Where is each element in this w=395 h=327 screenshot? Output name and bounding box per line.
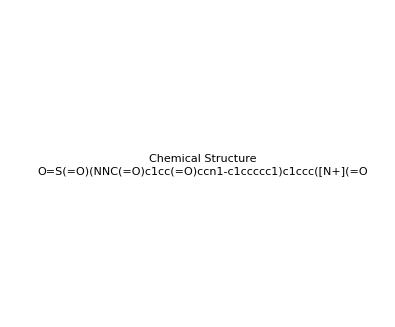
Text: Chemical Structure
O=S(=O)(NNC(=O)c1cc(=O)ccn1-c1ccccc1)c1ccc([N+](=O: Chemical Structure O=S(=O)(NNC(=O)c1cc(=… [37,154,368,176]
